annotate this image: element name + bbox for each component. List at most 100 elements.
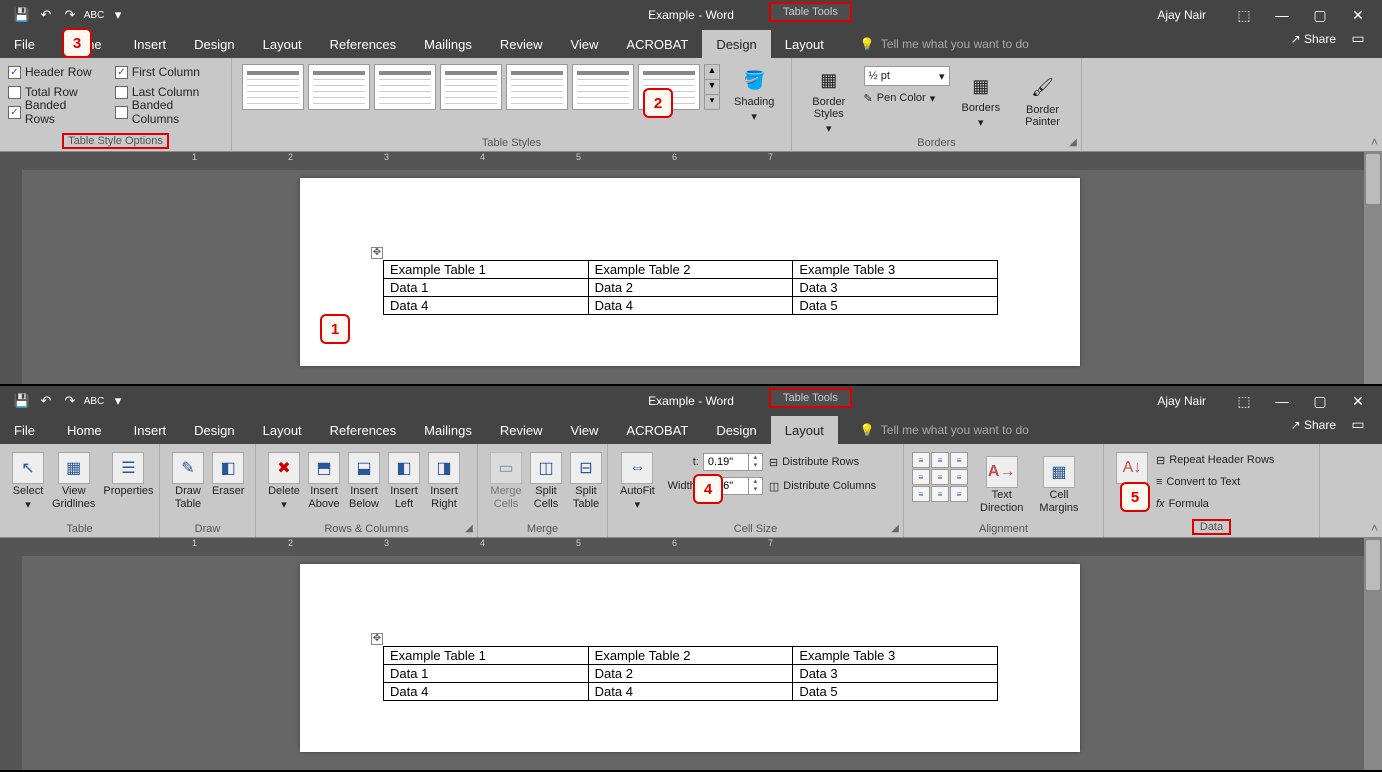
align-mid-right[interactable]: ≡ (950, 469, 968, 485)
tab-acrobat[interactable]: ACROBAT (612, 30, 702, 58)
border-painter-button[interactable]: 🖌 Border Painter (1012, 62, 1073, 139)
minimize-icon[interactable]: — (1272, 393, 1292, 409)
document-table[interactable]: Example Table 1Example Table 2Example Ta… (383, 260, 998, 315)
table-style-thumb[interactable] (506, 64, 568, 110)
dialog-launcher-icon[interactable]: ◢ (889, 523, 901, 535)
ribbon-display-icon[interactable]: ⬚ (1234, 393, 1254, 410)
vertical-scrollbar[interactable] (1364, 538, 1382, 770)
spellcheck-icon[interactable]: ABC (86, 7, 102, 23)
table-move-handle[interactable]: ✥ (371, 633, 383, 645)
spellcheck-icon[interactable]: ABC (86, 393, 102, 409)
collapse-ribbon-icon[interactable]: ˄ (1371, 521, 1378, 535)
distribute-columns-button[interactable]: ◫Distribute Columns (769, 476, 876, 496)
tell-me[interactable]: 💡 Tell me what you want to do (838, 416, 1029, 444)
tab-design[interactable]: Design (180, 30, 248, 58)
properties-button[interactable]: ☰Properties (99, 448, 157, 511)
tab-file[interactable]: File (0, 30, 49, 58)
insert-above-button[interactable]: ⬒InsertAbove (304, 448, 344, 511)
autofit-button[interactable]: ⇔AutoFit▾ (616, 448, 659, 511)
tab-acrobat[interactable]: ACROBAT (612, 416, 702, 444)
pen-weight-dropdown[interactable]: ½ pt▾ (864, 66, 950, 86)
opt-banded-rows[interactable]: ✓Banded Rows (8, 102, 99, 122)
opt-first-column[interactable]: ✓First Column (115, 62, 223, 82)
tab-view[interactable]: View (556, 30, 612, 58)
tab-references[interactable]: References (316, 416, 410, 444)
vertical-scrollbar[interactable] (1364, 152, 1382, 384)
gallery-down-icon[interactable]: ▼ (705, 79, 719, 94)
tab-table-layout[interactable]: Layout (771, 30, 838, 58)
align-mid-center[interactable]: ≡ (931, 469, 949, 485)
text-direction-button[interactable]: A→TextDirection (976, 452, 1027, 514)
insert-right-button[interactable]: ◨InsertRight (424, 448, 464, 511)
table-style-thumb[interactable] (374, 64, 436, 110)
dialog-launcher-icon[interactable]: ◢ (1067, 137, 1079, 149)
delete-button[interactable]: ✖Delete▾ (264, 448, 304, 511)
table-move-handle[interactable]: ✥ (371, 247, 383, 259)
close-icon[interactable]: ✕ (1348, 393, 1368, 410)
select-button[interactable]: ↖Select▾ (8, 448, 48, 511)
formula-button[interactable]: fxFormula (1156, 494, 1274, 514)
opt-header-row[interactable]: ✓Header Row (8, 62, 99, 82)
align-top-right[interactable]: ≡ (950, 452, 968, 468)
tab-mailings[interactable]: Mailings (410, 416, 486, 444)
convert-to-text-button[interactable]: ≡Convert to Text (1156, 472, 1274, 492)
close-icon[interactable]: ✕ (1348, 7, 1368, 24)
customize-qat-icon[interactable]: ▾ (110, 7, 126, 23)
distribute-rows-button[interactable]: ⊟Distribute Rows (769, 452, 876, 472)
tab-insert[interactable]: Insert (120, 416, 181, 444)
insert-left-button[interactable]: ◧InsertLeft (384, 448, 424, 511)
border-styles-button[interactable]: ▦ Border Styles▾ (800, 62, 858, 139)
gallery-more-icon[interactable]: ▾ (705, 94, 719, 109)
align-top-left[interactable]: ≡ (912, 452, 930, 468)
align-mid-left[interactable]: ≡ (912, 469, 930, 485)
tab-table-design[interactable]: Design (702, 416, 770, 444)
share-button[interactable]: ↗ Share (1291, 32, 1336, 46)
view-gridlines-button[interactable]: ▦ViewGridlines (48, 448, 99, 511)
shading-button[interactable]: 🪣 Shading▾ (728, 62, 780, 127)
tab-table-design[interactable]: Design (702, 30, 770, 58)
tab-file[interactable]: File (0, 416, 49, 444)
align-bot-center[interactable]: ≡ (931, 486, 949, 502)
maximize-icon[interactable]: ▢ (1310, 393, 1330, 410)
dialog-launcher-icon[interactable]: ◢ (463, 523, 475, 535)
repeat-header-rows-button[interactable]: ⊟Repeat Header Rows (1156, 450, 1274, 470)
tab-layout[interactable]: Layout (249, 416, 316, 444)
align-bot-right[interactable]: ≡ (950, 486, 968, 502)
redo-icon[interactable]: ↷ (62, 7, 78, 23)
tell-me[interactable]: 💡 Tell me what you want to do (838, 30, 1029, 58)
cell-margins-button[interactable]: ▦CellMargins (1035, 452, 1082, 514)
customize-qat-icon[interactable]: ▾ (110, 393, 126, 409)
tab-review[interactable]: Review (486, 416, 557, 444)
table-style-thumb[interactable] (242, 64, 304, 110)
collapse-ribbon-icon[interactable]: ˄ (1371, 135, 1378, 149)
table-style-thumb[interactable] (308, 64, 370, 110)
align-bot-left[interactable]: ≡ (912, 486, 930, 502)
table-style-thumb[interactable] (440, 64, 502, 110)
opt-banded-columns[interactable]: Banded Columns (115, 102, 223, 122)
tab-design[interactable]: Design (180, 416, 248, 444)
align-top-center[interactable]: ≡ (931, 452, 949, 468)
ribbon-display-icon[interactable]: ⬚ (1234, 7, 1254, 24)
eraser-button[interactable]: ◧Eraser (208, 448, 248, 510)
tab-insert[interactable]: Insert (120, 30, 181, 58)
merge-cells-button[interactable]: ▭MergeCells (486, 448, 526, 510)
redo-icon[interactable]: ↷ (62, 393, 78, 409)
split-table-button[interactable]: ⊟SplitTable (566, 448, 606, 510)
comments-icon[interactable]: ▭ (1348, 416, 1368, 433)
save-icon[interactable]: 💾 (14, 393, 30, 409)
gallery-up-icon[interactable]: ▲ (705, 65, 719, 79)
undo-icon[interactable]: ↶ (38, 393, 54, 409)
tab-home[interactable]: Home (49, 416, 120, 444)
tab-references[interactable]: References (316, 30, 410, 58)
maximize-icon[interactable]: ▢ (1310, 7, 1330, 24)
pen-color-dropdown[interactable]: ✎Pen Color▾ (864, 88, 950, 108)
comments-icon[interactable]: ▭ (1348, 30, 1368, 47)
minimize-icon[interactable]: — (1272, 7, 1292, 23)
tab-view[interactable]: View (556, 416, 612, 444)
table-style-thumb[interactable] (572, 64, 634, 110)
insert-below-button[interactable]: ⬓InsertBelow (344, 448, 384, 511)
share-button[interactable]: ↗ Share (1291, 418, 1336, 432)
save-icon[interactable]: 💾 (14, 7, 30, 23)
undo-icon[interactable]: ↶ (38, 7, 54, 23)
tab-mailings[interactable]: Mailings (410, 30, 486, 58)
